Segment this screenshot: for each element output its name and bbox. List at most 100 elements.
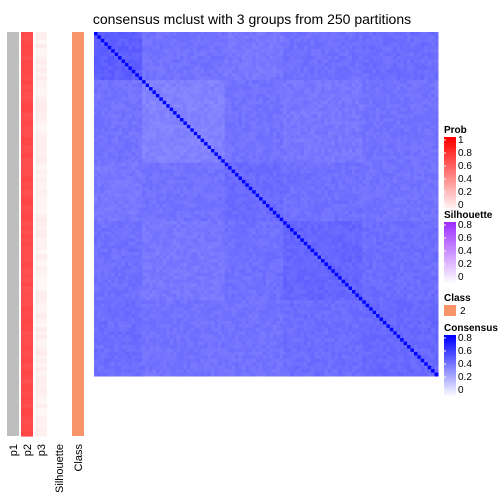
heatmap-cell (135, 87, 140, 91)
p2-cell (21, 379, 33, 385)
heatmap-cell (173, 104, 178, 109)
heatmap-cell (382, 128, 387, 133)
heatmap-cell (352, 38, 356, 43)
heatmap-cell (276, 87, 281, 91)
heatmap-cell (317, 90, 322, 95)
p2-cell (21, 347, 33, 352)
p3-cell (35, 100, 47, 106)
heatmap-cell (427, 131, 432, 136)
heatmap-cell (413, 42, 418, 47)
heatmap-cell (393, 190, 398, 195)
heatmap-cell (121, 173, 126, 177)
p2-cell (21, 153, 33, 158)
heatmap-cell (255, 186, 260, 191)
heatmap-cell (286, 93, 291, 98)
heatmap-cell (365, 118, 370, 122)
p3-cell (35, 306, 47, 312)
heatmap-cell (321, 128, 325, 133)
heatmap-cell (241, 190, 246, 195)
heatmap-cell (310, 128, 315, 133)
p3-cell (35, 290, 47, 296)
consensus-matrix (94, 32, 439, 377)
heatmap-cell (296, 111, 301, 116)
heatmap-cell (200, 100, 205, 105)
heatmap-cell (235, 169, 239, 174)
heatmap-cell (293, 131, 298, 136)
heatmap-cell (241, 45, 246, 50)
heatmap-cell (173, 59, 178, 64)
heatmap-cell (176, 107, 181, 112)
heatmap-cell (124, 62, 129, 67)
p3-cell (35, 205, 47, 211)
heatmap-cell (431, 69, 436, 74)
heatmap-cell (389, 183, 394, 188)
heatmap-cell (111, 76, 116, 81)
heatmap-cell (107, 176, 112, 181)
heatmap-cell (214, 135, 219, 140)
heatmap-cell (293, 183, 298, 188)
heatmap-cell (382, 121, 387, 126)
heatmap-cell (272, 87, 277, 91)
heatmap-cell (307, 186, 312, 191)
p2-cell (21, 149, 33, 154)
heatmap-cell (207, 83, 212, 88)
heatmap-cell (382, 87, 387, 91)
heatmap-cell (207, 42, 212, 47)
heatmap-cell (149, 111, 153, 116)
heatmap-cell (266, 76, 270, 81)
heatmap-cell (389, 69, 394, 74)
p2-cell (21, 411, 33, 417)
heatmap-cell (204, 90, 209, 95)
heatmap-cell (358, 73, 363, 78)
heatmap-cell (114, 173, 119, 177)
heatmap-cell (200, 111, 205, 116)
annotation-label-p2: p2 (22, 444, 34, 456)
heatmap-cell (262, 148, 267, 153)
heatmap-cell (400, 155, 405, 160)
heatmap-cell (207, 135, 212, 140)
p3-cell (35, 76, 47, 82)
heatmap-cell (331, 121, 336, 126)
heatmap-cell (224, 73, 229, 78)
heatmap-cell (362, 52, 367, 57)
heatmap-cell (145, 76, 150, 81)
heatmap-cell (417, 49, 422, 54)
heatmap-cell (217, 135, 222, 140)
heatmap-cell (262, 142, 267, 147)
heatmap-cell (321, 179, 325, 184)
heatmap-cell (97, 104, 102, 109)
heatmap-cell (111, 104, 116, 109)
heatmap-cell (221, 107, 226, 112)
heatmap-cell (276, 90, 281, 95)
heatmap-cell (169, 35, 174, 40)
heatmap-cell (303, 87, 308, 91)
heatmap-cell (124, 145, 129, 150)
heatmap-cell (296, 179, 301, 184)
heatmap-cell (235, 87, 239, 91)
heatmap-cell (121, 38, 126, 43)
heatmap-cell (286, 121, 291, 126)
heatmap-cell (200, 155, 205, 160)
heatmap-cell (393, 183, 398, 188)
heatmap-cell (176, 49, 181, 54)
heatmap-cell (296, 35, 301, 40)
heatmap-cell (128, 90, 133, 95)
heatmap-cell (324, 148, 329, 153)
heatmap-cell (248, 114, 253, 119)
heatmap-cell (403, 135, 408, 140)
heatmap-cell (107, 76, 112, 81)
heatmap-cell (235, 118, 239, 122)
heatmap-cell (94, 152, 98, 157)
heatmap-cell (331, 162, 336, 167)
heatmap-cell (210, 32, 215, 36)
heatmap-cell (420, 69, 425, 74)
heatmap-cell (235, 76, 239, 81)
heatmap-cell (149, 186, 153, 191)
heatmap-cell (310, 186, 315, 191)
heatmap-cell (94, 169, 98, 174)
heatmap-cell (338, 62, 343, 67)
heatmap-cell (217, 76, 222, 81)
heatmap-cell (407, 62, 411, 67)
heatmap-cell (413, 52, 418, 57)
heatmap-cell (352, 42, 356, 47)
